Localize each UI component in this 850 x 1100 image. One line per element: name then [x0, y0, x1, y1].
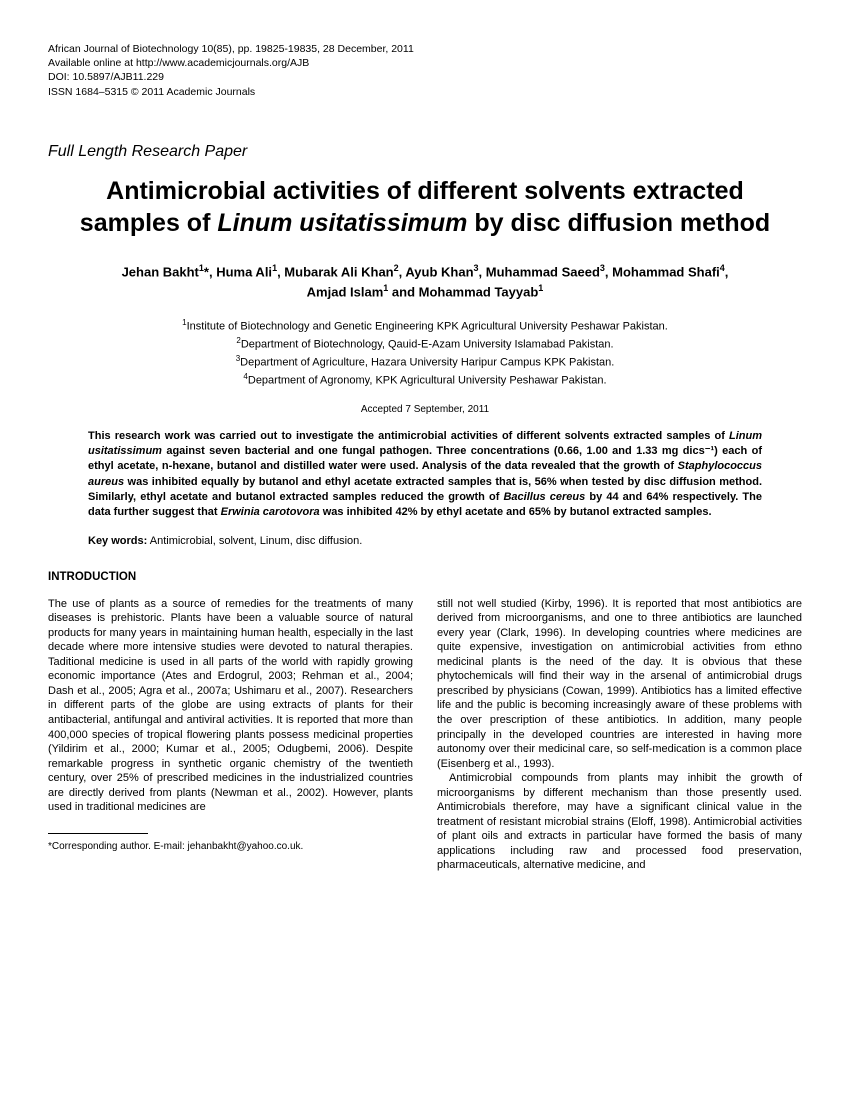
- column-right: still not well studied (Kirby, 1996). It…: [437, 597, 802, 873]
- title-species: Linum usitatissimum: [217, 209, 467, 237]
- accepted-date: Accepted 7 September, 2011: [48, 404, 802, 415]
- body-paragraph: still not well studied (Kirby, 1996). It…: [437, 597, 802, 771]
- body-paragraph: Antimicrobial compounds from plants may …: [437, 771, 802, 873]
- journal-line: DOI: 10.5897/AJB11.229: [48, 70, 802, 84]
- keywords-label: Key words:: [88, 535, 147, 547]
- abstract-text: This research work was carried out to in…: [88, 430, 729, 442]
- affiliations: 1Institute of Biotechnology and Genetic …: [48, 317, 802, 389]
- paper-type: Full Length Research Paper: [48, 143, 802, 161]
- journal-line: ISSN 1684–5315 © 2011 Academic Journals: [48, 85, 802, 99]
- abstract: This research work was carried out to in…: [48, 429, 802, 521]
- section-heading-introduction: INTRODUCTION: [48, 571, 802, 583]
- keywords-text: Antimicrobial, solvent, Linum, disc diff…: [147, 535, 362, 547]
- title-text: by disc diffusion method: [467, 209, 770, 237]
- body-columns: The use of plants as a source of remedie…: [48, 597, 802, 873]
- abstract-text: against seven bacterial and one fungal p…: [88, 445, 762, 472]
- corresponding-author-footnote: *Corresponding author. E-mail: jehanbakh…: [48, 840, 413, 853]
- body-paragraph: The use of plants as a source of remedie…: [48, 597, 413, 815]
- journal-info: African Journal of Biotechnology 10(85),…: [48, 42, 802, 99]
- paper-title: Antimicrobial activities of different so…: [48, 175, 802, 240]
- footnote-rule: [48, 833, 148, 834]
- abstract-text: was inhibited 42% by ethyl acetate and 6…: [320, 506, 712, 518]
- authors: Jehan Bakht1*, Huma Ali1, Mubarak Ali Kh…: [48, 262, 802, 302]
- species-name: Bacillus cereus: [503, 491, 585, 503]
- journal-line: African Journal of Biotechnology 10(85),…: [48, 42, 802, 56]
- journal-line: Available online at http://www.academicj…: [48, 56, 802, 70]
- column-left: The use of plants as a source of remedie…: [48, 597, 413, 873]
- species-name: Erwinia carotovora: [221, 506, 320, 518]
- keywords: Key words: Antimicrobial, solvent, Linum…: [48, 535, 802, 547]
